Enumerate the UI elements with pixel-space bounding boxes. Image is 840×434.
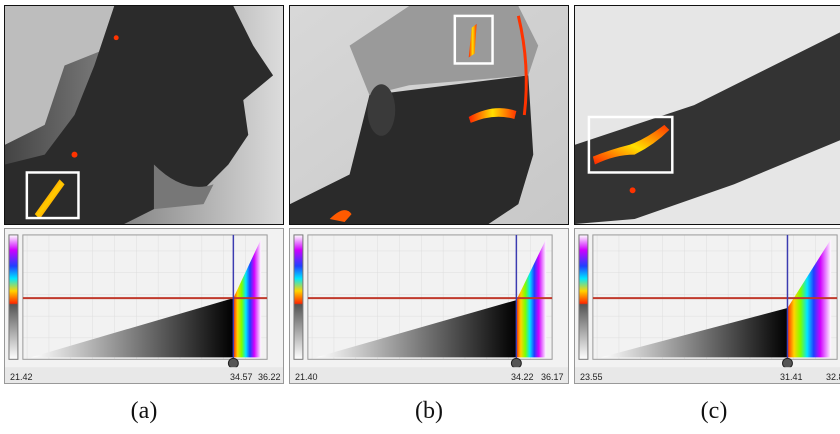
region-box-b (453, 14, 494, 65)
hotspot-neck-b (329, 210, 352, 223)
temperature-scale-b (289, 228, 569, 384)
hotspot-dot-a (71, 151, 78, 158)
threshold-handle[interactable] (227, 357, 239, 369)
hair-shape-b (349, 6, 539, 96)
threshold-handle[interactable] (510, 357, 522, 369)
scale-threshold-label: 31.41 (780, 372, 803, 382)
scale-min-label: 21.42 (10, 372, 33, 382)
caption-c: (c) (700, 398, 728, 424)
face-shape-a (5, 6, 274, 224)
panel-b: 21.40 34.22 36.17 (b) (289, 0, 569, 424)
hotspot-dot-a2 (113, 35, 119, 41)
caption-b: (b) (415, 398, 443, 424)
scale-max-label: 36.17 (541, 372, 564, 382)
scale-min-label: 21.40 (295, 372, 318, 382)
temperature-scale-c (574, 228, 840, 384)
beard-shape-a (153, 164, 214, 210)
hotspot-c (592, 124, 670, 165)
thermal-photo-a (4, 5, 284, 225)
scale-min-label: 23.55 (580, 372, 603, 382)
region-box-c (587, 115, 674, 174)
arm-shape-c (575, 32, 840, 224)
thermal-photo-c (574, 5, 840, 225)
hotspot-line-b (516, 15, 528, 116)
panel-c: 23.55 31.41 32.8 (c) (574, 0, 840, 424)
thermal-photo-b (289, 5, 569, 225)
scale-threshold-label: 34.22 (511, 372, 534, 382)
scale-max-label: 32.8 (826, 372, 840, 382)
hotspot-dot-c (629, 187, 636, 194)
color-bar (293, 234, 304, 360)
panel-a: 21.42 34.57 36.22 (a) (4, 0, 284, 424)
color-bar (578, 234, 589, 360)
grey-ramp (315, 300, 517, 358)
temperature-scale-a (4, 228, 284, 384)
hotspot-a (34, 179, 65, 220)
hotspot-b (468, 23, 477, 58)
scale-threshold-label: 34.57 (230, 372, 253, 382)
color-bar (8, 234, 19, 360)
ear-shape-b (367, 84, 396, 136)
face-shape-b (290, 75, 534, 224)
hotspot-brow-b (468, 108, 517, 123)
threshold-handle[interactable] (782, 357, 793, 369)
caption-a: (a) (130, 398, 158, 424)
scale-max-label: 36.22 (258, 372, 281, 382)
region-box-a (25, 171, 80, 220)
